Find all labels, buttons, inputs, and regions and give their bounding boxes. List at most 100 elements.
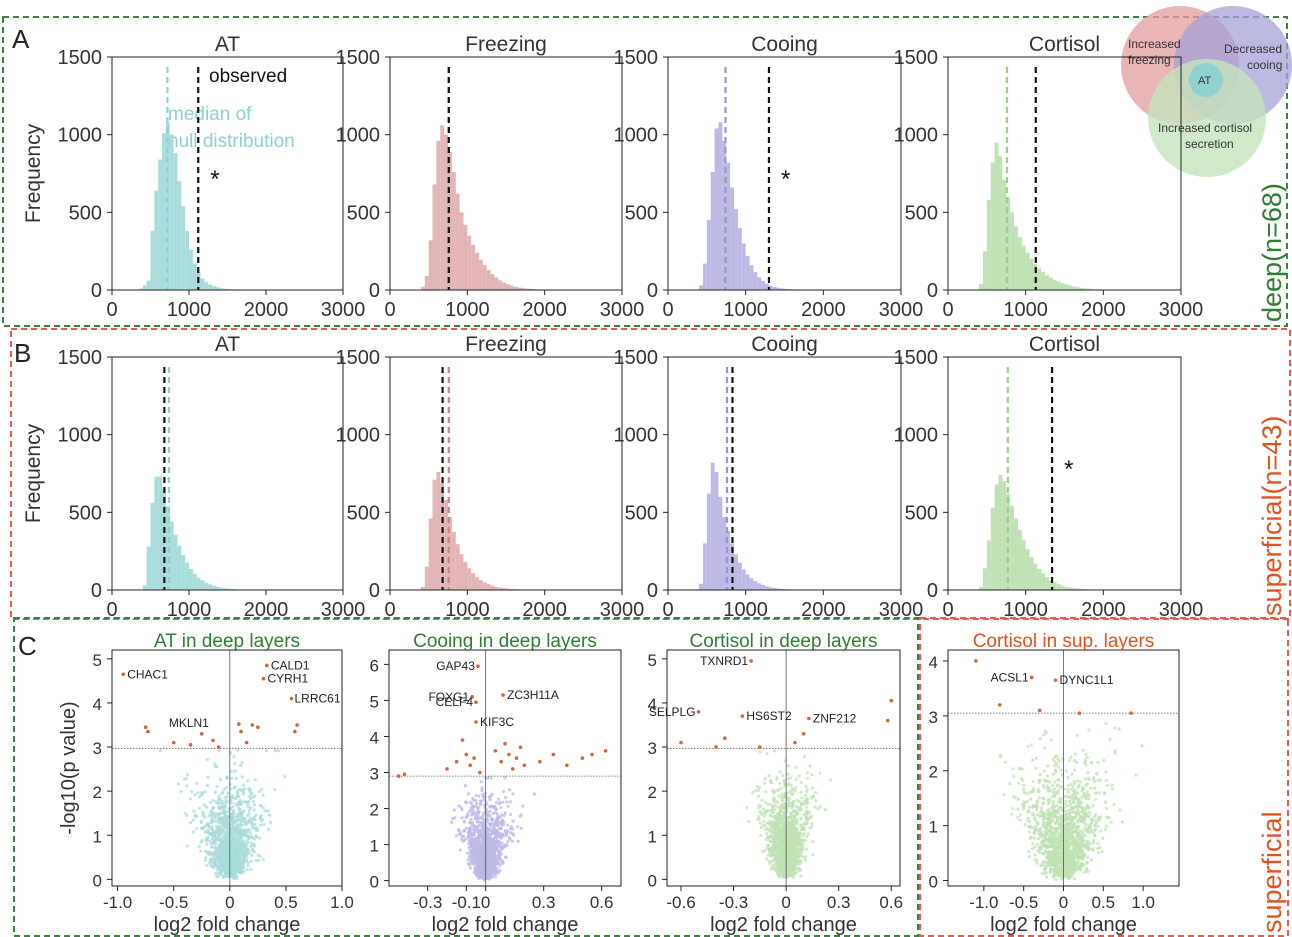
null-point <box>472 830 477 835</box>
null-point <box>762 814 766 818</box>
null-point <box>773 835 778 839</box>
x-tick-label: 2000 <box>1081 599 1126 621</box>
null-point <box>486 862 491 866</box>
null-point <box>252 794 257 798</box>
histogram-bar <box>142 585 147 590</box>
x-tick-label: 3000 <box>600 299 645 321</box>
null-point <box>764 832 769 836</box>
null-point <box>797 774 801 778</box>
histogram-bar <box>780 588 785 590</box>
null-point <box>788 850 792 854</box>
null-point <box>217 844 221 849</box>
significant-point <box>396 774 401 778</box>
null-point <box>759 825 763 829</box>
null-point <box>478 799 482 803</box>
null-point <box>233 840 237 844</box>
null-point <box>234 777 238 781</box>
null-point <box>505 800 509 804</box>
null-point <box>469 854 473 858</box>
null-point <box>220 799 224 803</box>
y-axis-label: -log10(p value) <box>58 701 80 834</box>
null-point <box>207 824 211 829</box>
null-point <box>782 779 786 783</box>
histogram-bar <box>714 128 719 290</box>
null-point <box>474 814 478 818</box>
histogram-bar <box>494 586 499 590</box>
null-point <box>516 839 520 843</box>
null-point <box>482 811 486 815</box>
significant-point <box>464 752 469 757</box>
null-point <box>1134 773 1138 777</box>
null-point <box>487 821 491 826</box>
null-point <box>467 846 471 850</box>
null-point <box>222 838 226 842</box>
null-point <box>799 780 803 785</box>
y-tick-label: 1 <box>370 837 379 856</box>
null-point <box>498 868 502 872</box>
null-point <box>200 838 204 842</box>
null-point <box>792 833 796 837</box>
significant-point <box>143 725 148 729</box>
histogram-bar <box>173 153 178 290</box>
null-point <box>193 813 198 817</box>
null-point <box>217 806 221 810</box>
histogram-bar <box>982 568 987 590</box>
x-tick-label: 0 <box>781 893 790 912</box>
null-point <box>773 815 777 819</box>
null-point <box>764 790 768 794</box>
null-point <box>250 841 254 845</box>
significant-point <box>188 743 193 747</box>
histogram-bar <box>428 240 433 290</box>
y-tick-label: 1000 <box>894 425 939 447</box>
y-tick-label: 0 <box>91 280 102 302</box>
null-point <box>792 845 796 849</box>
null-point <box>790 842 794 846</box>
histogram-bar <box>478 580 483 590</box>
null-point <box>781 813 785 817</box>
y-tick-label: 500 <box>905 202 938 224</box>
x-tick-label: 0.3 <box>532 893 556 912</box>
median-annotation-line-2: null distribution <box>168 131 295 152</box>
null-point <box>488 798 492 802</box>
null-point <box>474 853 479 857</box>
histogram-bar <box>451 171 456 290</box>
null-point <box>504 855 508 859</box>
null-point <box>241 853 246 858</box>
null-point <box>477 860 481 864</box>
null-point <box>798 862 802 866</box>
x-tick-label: 0 <box>942 299 953 321</box>
null-point <box>794 859 798 863</box>
histogram-bar <box>986 199 991 290</box>
y-tick-label: 0 <box>369 280 380 302</box>
null-point <box>234 858 238 862</box>
histogram-bar <box>185 562 189 590</box>
null-point <box>253 818 257 822</box>
y-tick-label: 1500 <box>894 47 939 69</box>
null-point <box>466 858 470 862</box>
null-point <box>506 804 510 808</box>
null-point <box>811 794 815 799</box>
null-point <box>511 827 515 831</box>
null-point <box>266 809 270 813</box>
null-point <box>252 803 257 807</box>
null-point <box>205 863 209 868</box>
null-point <box>228 835 233 839</box>
histogram-bar <box>998 156 1003 290</box>
null-point <box>191 830 195 834</box>
histogram-bar <box>169 521 174 590</box>
null-point <box>823 807 828 812</box>
null-point <box>482 797 486 801</box>
null-point <box>208 810 213 815</box>
histogram-bar <box>467 235 472 290</box>
null-point <box>250 853 254 857</box>
null-point <box>216 874 220 878</box>
null-point <box>797 799 801 803</box>
null-point <box>234 815 238 819</box>
significant-point <box>551 752 556 757</box>
null-point <box>223 846 227 850</box>
null-point <box>231 826 235 830</box>
null-point <box>205 805 209 809</box>
histogram-bar <box>432 479 437 590</box>
